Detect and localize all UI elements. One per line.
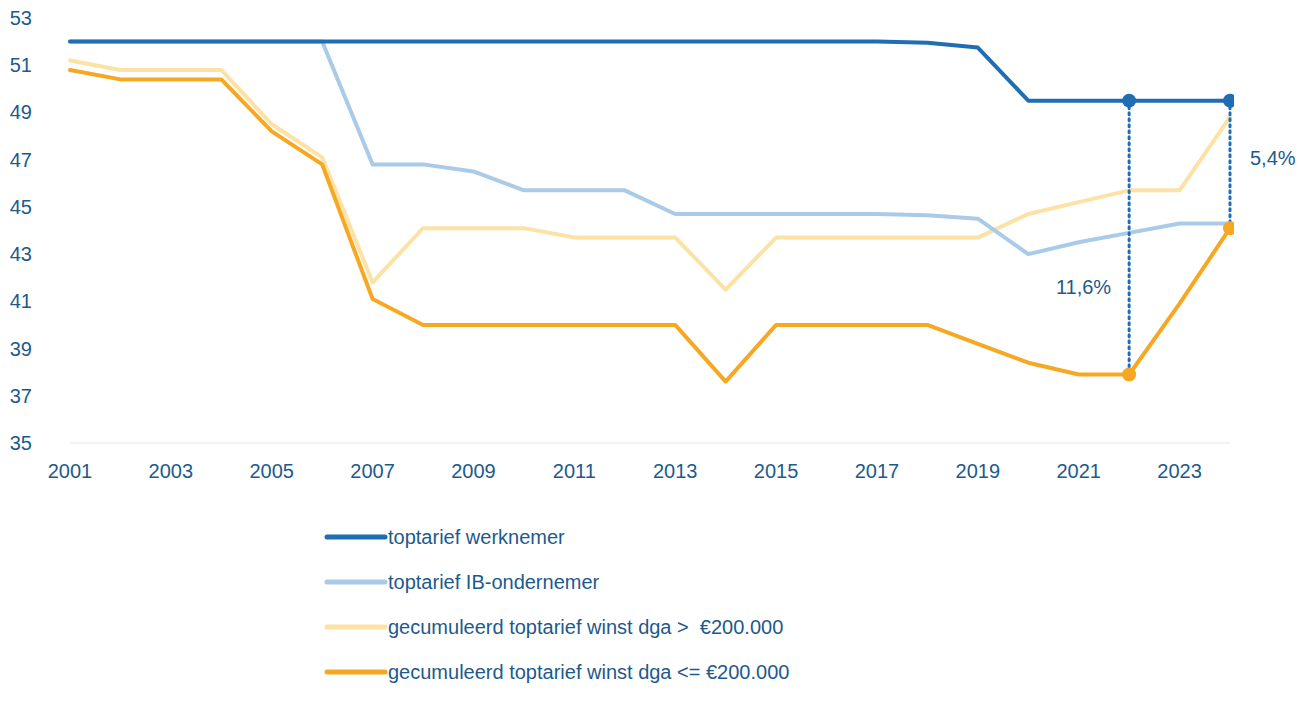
annotation-dot <box>1223 94 1234 108</box>
x-tick-label: 2021 <box>1056 460 1101 482</box>
series-line <box>70 42 1230 101</box>
x-tick-label: 2007 <box>350 460 395 482</box>
chart: 35 37 39 41 43 45 47 49 51 53 2001 2003 2005 2007 2009… <box>0 0 1299 706</box>
series-line <box>70 42 1230 255</box>
x-tick-label: 2003 <box>149 460 194 482</box>
x-tick-label: 2013 <box>653 460 698 482</box>
annotation-label: 11,6% <box>1056 276 1111 298</box>
legend-swatch <box>327 670 385 675</box>
y-tick-label: 41 <box>10 290 32 312</box>
y-tick-label: 51 <box>10 54 32 76</box>
legend-swatch <box>327 625 385 630</box>
x-tick-label: 2015 <box>754 460 799 482</box>
y-tick-label: 39 <box>10 338 32 360</box>
y-tick-label: 45 <box>10 196 32 218</box>
plot-area <box>70 42 1234 382</box>
y-tick-label: 47 <box>10 149 32 171</box>
x-tick-label: 2011 <box>553 460 596 482</box>
legend-label: toptarief IB-ondernemer <box>388 571 600 593</box>
x-tick-label: 2017 <box>855 460 900 482</box>
annotation-line <box>1229 101 1232 229</box>
annotation-line <box>1128 101 1131 375</box>
legend-swatch <box>327 580 385 585</box>
series-line <box>70 61 1230 290</box>
y-tick-label: 37 <box>10 385 32 407</box>
x-tick-label: 2001 <box>48 460 93 482</box>
x-tick-label: 2005 <box>249 460 294 482</box>
annotation-dot <box>1122 94 1136 108</box>
annotation-dot <box>1223 221 1234 235</box>
x-tick-label: 2019 <box>956 460 1001 482</box>
legend-label: gecumuleerd toptarief winst dga <= €200.… <box>388 661 789 683</box>
x-tick-label: 2023 <box>1157 460 1202 482</box>
y-tick-label: 53 <box>10 7 32 29</box>
series-line <box>70 70 1230 382</box>
y-tick-label: 35 <box>10 432 32 454</box>
y-tick-label: 43 <box>10 243 32 265</box>
legend-swatch <box>327 535 385 540</box>
legend-label: toptarief werknemer <box>388 526 565 548</box>
y-tick-label: 49 <box>10 101 32 123</box>
annotation-label: 5,4% <box>1250 147 1296 169</box>
legend-label: gecumuleerd toptarief winst dga > €200.0… <box>388 616 783 638</box>
x-axis-line <box>70 443 1230 444</box>
x-tick-label: 2009 <box>451 460 496 482</box>
annotation-dot <box>1122 368 1136 382</box>
